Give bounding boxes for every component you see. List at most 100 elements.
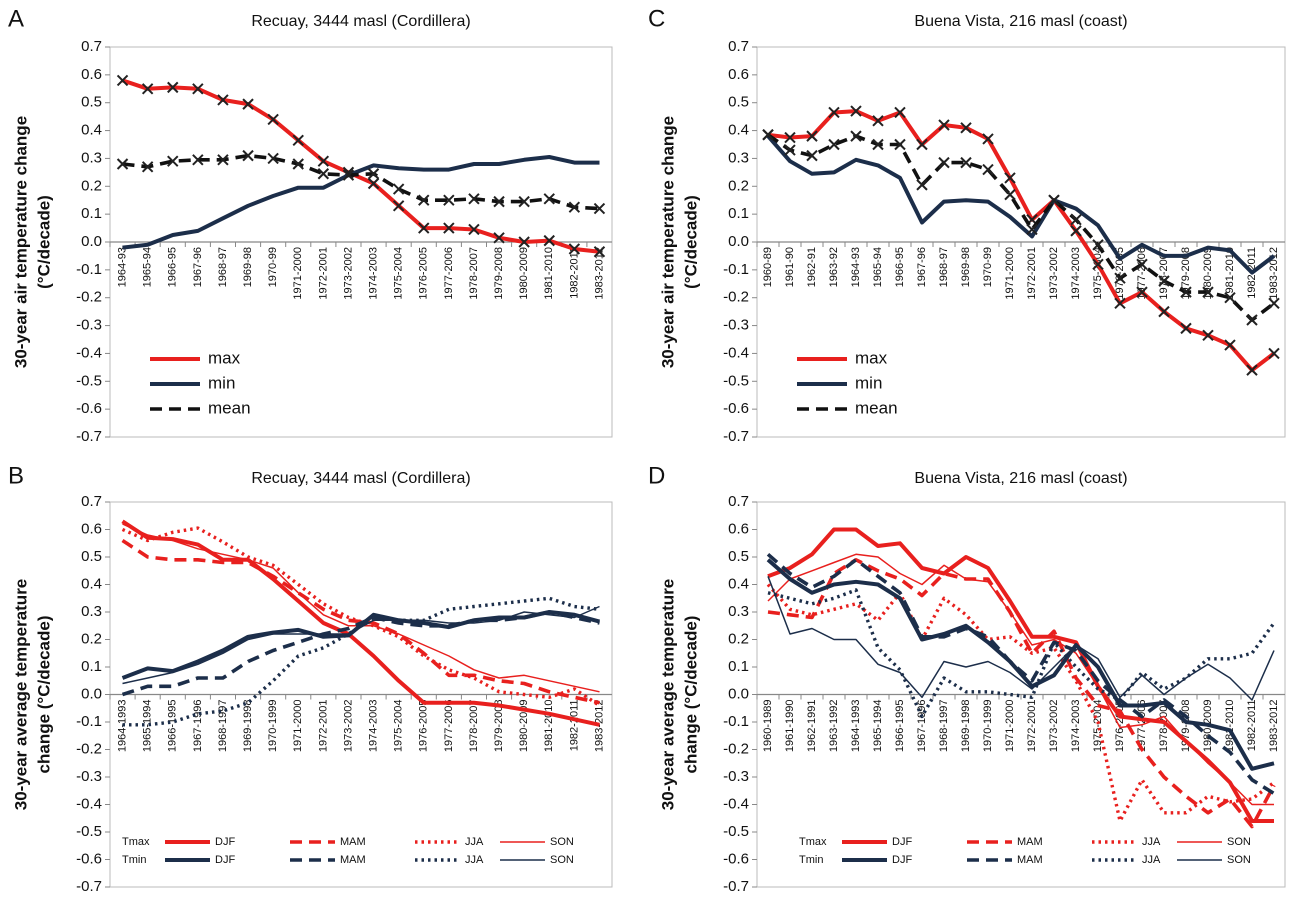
y-tick-label: 0.7 <box>81 493 102 510</box>
point-marker <box>543 234 555 247</box>
point-marker <box>806 149 818 162</box>
point-marker <box>916 138 928 151</box>
point-marker <box>418 194 430 206</box>
series-line <box>766 134 1276 275</box>
point-marker <box>367 168 380 180</box>
point-marker <box>1180 286 1192 298</box>
y-tick-label: 0.6 <box>81 520 102 537</box>
y-tick-label: -0.2 <box>723 740 749 757</box>
legend-label: mean <box>855 398 898 417</box>
x-tick-label: 1971-2000 <box>292 700 304 753</box>
y-tick-label: -0.7 <box>76 878 102 895</box>
y-tick-label: 0.5 <box>728 94 749 111</box>
series-line <box>767 588 1276 719</box>
point-marker <box>1268 297 1280 309</box>
x-tick-label: 1982-2011 <box>568 700 580 752</box>
series-line <box>122 523 600 693</box>
legend-label: DJF <box>892 836 912 848</box>
y-tick-label: -0.2 <box>723 289 749 306</box>
y-tick-label: 0.5 <box>81 548 102 565</box>
point-marker <box>116 74 129 87</box>
y-tick-label: 0.4 <box>728 122 749 139</box>
y-tick-label: 0.2 <box>81 630 102 647</box>
point-marker <box>342 169 355 181</box>
point-marker <box>593 202 606 215</box>
legend-label: MAM <box>340 836 366 848</box>
panel-label: D <box>648 462 665 489</box>
x-tick-label: 1970-1999 <box>982 700 994 753</box>
x-tick-label: 1969-1998 <box>960 700 972 753</box>
point-marker <box>493 195 505 208</box>
point-marker <box>518 195 530 208</box>
y-tick-label: -0.4 <box>76 344 102 361</box>
legend-label: DJF <box>892 854 912 866</box>
x-tick-label: 1965-1994 <box>872 700 884 753</box>
x-tick-label: 1964-93 <box>116 247 128 287</box>
y-tick-label: 0.7 <box>728 493 749 510</box>
y-axis-title: 30-year average temperature <box>658 579 677 811</box>
y-tick-label: -0.4 <box>723 344 749 361</box>
x-tick-label: 1966-1995 <box>167 700 179 753</box>
point-marker <box>1136 258 1148 270</box>
x-tick-label: 1968-97 <box>217 247 229 287</box>
point-marker <box>1158 305 1170 318</box>
point-marker <box>982 133 994 145</box>
legend-label: SON <box>550 836 574 848</box>
point-marker <box>1268 347 1280 360</box>
y-tick-label: -0.2 <box>76 289 102 306</box>
y-tick-label: -0.1 <box>76 713 102 730</box>
y-tick-label: 0.0 <box>728 233 749 250</box>
legend-label: mean <box>208 398 251 417</box>
x-tick-label: 1978-2007 <box>468 247 480 300</box>
point-marker <box>593 246 606 258</box>
x-tick-label: 1967-96 <box>916 247 928 287</box>
series-line <box>121 538 600 705</box>
x-tick-label: 1972-2001 <box>1026 247 1038 300</box>
x-tick-label: 1968-1997 <box>217 700 229 753</box>
y-tick-label: -0.3 <box>76 768 102 785</box>
x-tick-label: 1974-2003 <box>1070 247 1082 300</box>
x-tick-label: 1975-2004 <box>393 247 405 300</box>
x-tick-label: 1982-2011 <box>568 247 580 299</box>
y-tick-label: 0.3 <box>728 149 749 166</box>
x-tick-label: 1966-1995 <box>894 700 906 753</box>
point-marker <box>167 81 179 94</box>
x-tick-label: 1979-2008 <box>493 700 505 753</box>
y-axis-title: (°C/decade) <box>681 195 700 289</box>
point-marker <box>141 83 154 95</box>
y-tick-label: 0.1 <box>81 658 102 675</box>
x-tick-label: 1972-2001 <box>317 247 329 300</box>
point-marker <box>1092 258 1104 270</box>
point-marker <box>1070 214 1082 226</box>
x-tick-label: 1976-2005 <box>418 247 430 300</box>
x-tick-label: 1976-2005 <box>418 700 430 753</box>
x-tick-label: 1960-1989 <box>762 700 774 753</box>
x-tick-label: 1980-2009 <box>518 247 530 300</box>
y-axis-title: 30-year average temperature <box>11 579 30 811</box>
series-line <box>121 519 600 727</box>
panel-label: B <box>8 462 24 489</box>
x-tick-label: 1983-2012 <box>593 700 605 753</box>
x-tick-label: 1973-2002 <box>1048 700 1060 753</box>
x-tick-label: 1965-1994 <box>142 700 154 753</box>
point-marker <box>1004 188 1016 201</box>
x-tick-label: 1981-2010 <box>1224 247 1236 300</box>
y-axis-title: 30-year air temperature change <box>11 116 30 368</box>
y-tick-label: -0.3 <box>723 317 749 334</box>
x-tick-label: 1968-1997 <box>938 700 950 753</box>
x-tick-label: 1982-2011 <box>1246 700 1258 752</box>
point-marker <box>141 161 154 173</box>
point-marker <box>367 177 380 190</box>
x-tick-label: 1981-2010 <box>543 247 555 300</box>
point-marker <box>493 232 505 244</box>
x-tick-label: 1967-1996 <box>916 700 928 753</box>
x-tick-label: 1978-2007 <box>468 700 480 753</box>
point-marker <box>938 119 950 131</box>
point-marker <box>872 138 884 151</box>
legend-label: MAM <box>1017 854 1043 866</box>
x-tick-label: 1975-2004 <box>1092 700 1104 753</box>
point-marker <box>192 83 204 95</box>
legend-label: SON <box>1227 854 1251 866</box>
point-marker <box>392 200 405 212</box>
point-marker <box>1246 314 1258 326</box>
